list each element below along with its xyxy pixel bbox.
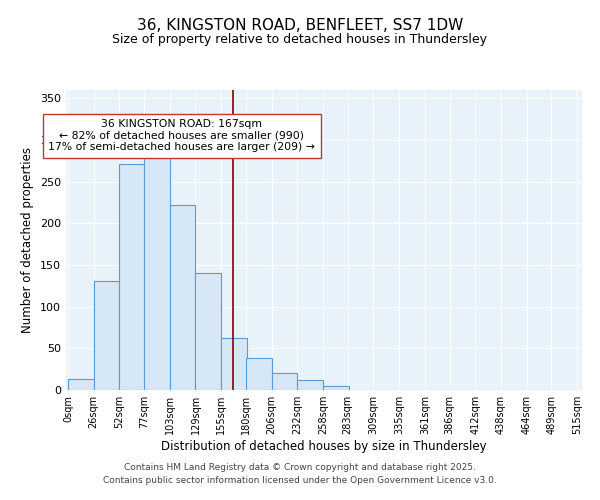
Text: Contains HM Land Registry data © Crown copyright and database right 2025.: Contains HM Land Registry data © Crown c… — [124, 464, 476, 472]
Bar — [119, 164, 145, 390]
Text: 36, KINGSTON ROAD, BENFLEET, SS7 1DW: 36, KINGSTON ROAD, BENFLEET, SS7 1DW — [137, 18, 463, 32]
Bar — [246, 358, 272, 390]
Bar — [298, 380, 323, 390]
Bar — [68, 379, 94, 390]
Bar — [94, 281, 119, 390]
Y-axis label: Number of detached properties: Number of detached properties — [22, 147, 34, 333]
Text: Contains public sector information licensed under the Open Government Licence v3: Contains public sector information licen… — [103, 476, 497, 485]
X-axis label: Distribution of detached houses by size in Thundersley: Distribution of detached houses by size … — [161, 440, 487, 453]
Bar — [323, 386, 349, 390]
Bar — [170, 205, 196, 390]
Bar — [144, 151, 170, 390]
Bar — [196, 272, 221, 390]
Bar — [272, 372, 298, 390]
Text: 36 KINGSTON ROAD: 167sqm
← 82% of detached houses are smaller (990)
17% of semi-: 36 KINGSTON ROAD: 167sqm ← 82% of detach… — [48, 119, 315, 152]
Bar — [221, 338, 247, 390]
Text: Size of property relative to detached houses in Thundersley: Size of property relative to detached ho… — [113, 32, 487, 46]
